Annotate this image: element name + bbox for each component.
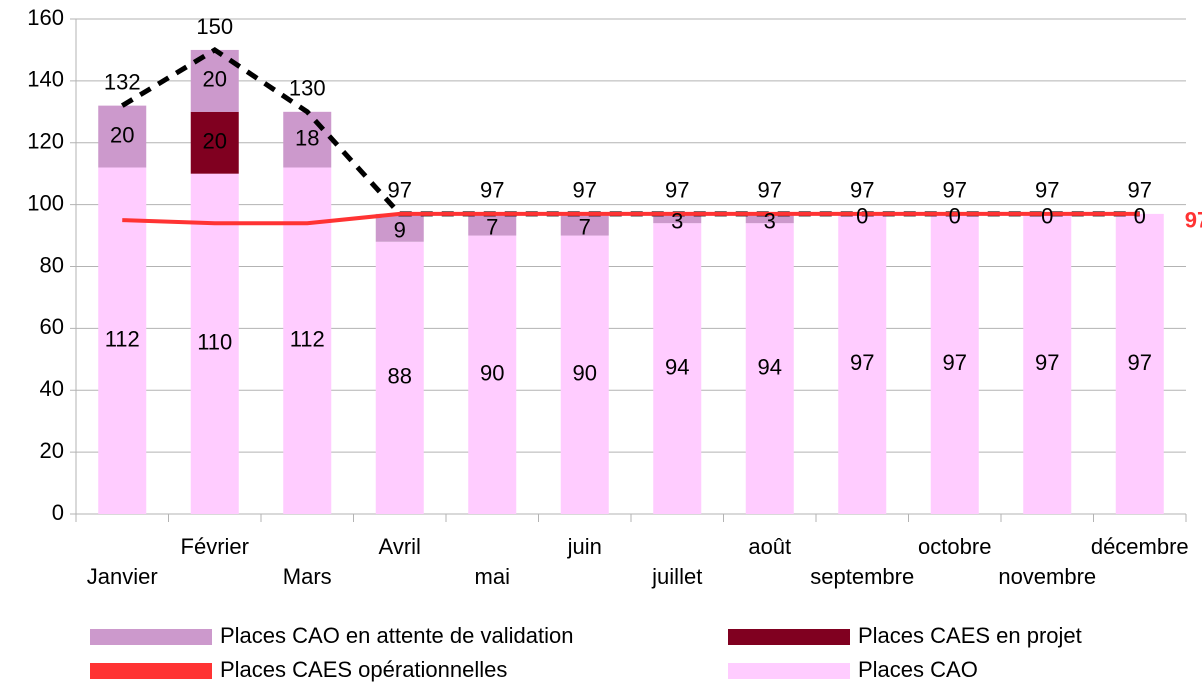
bar-label: 18 bbox=[295, 125, 319, 150]
bar-label: 112 bbox=[105, 327, 140, 352]
bar bbox=[1115, 213, 1164, 514]
y-tick-label: 120 bbox=[27, 129, 64, 154]
y-tick-label: 40 bbox=[40, 376, 64, 401]
line bbox=[120, 46, 1140, 217]
bar-label: 0 bbox=[856, 204, 868, 229]
legend-label: Places CAO en attente de validation bbox=[220, 623, 573, 648]
line-label: 97 bbox=[850, 178, 874, 203]
y-tick-label: 160 bbox=[27, 5, 64, 30]
line-label: 97 bbox=[665, 178, 689, 203]
bar-label: 0 bbox=[1041, 204, 1053, 229]
bar bbox=[838, 213, 887, 514]
bar bbox=[190, 111, 239, 174]
x-tick-label: août bbox=[748, 534, 791, 559]
line-label: 97 bbox=[758, 178, 782, 203]
bar-label: 90 bbox=[573, 361, 597, 386]
line-label: 97 bbox=[943, 178, 967, 203]
line-label: 97 bbox=[480, 178, 504, 203]
bar-label: 0 bbox=[949, 204, 961, 229]
y-tick-label: 80 bbox=[40, 252, 64, 277]
y-tick-label: 20 bbox=[40, 438, 64, 463]
bar bbox=[190, 173, 239, 514]
line bbox=[122, 211, 1140, 226]
bar-label: 7 bbox=[579, 215, 591, 240]
line-label: 97 bbox=[573, 178, 597, 203]
bar bbox=[468, 213, 517, 236]
bar-label: 94 bbox=[665, 354, 689, 379]
bar-label: 3 bbox=[764, 208, 776, 233]
line-label: 130 bbox=[289, 76, 326, 101]
bar bbox=[930, 213, 979, 514]
bar bbox=[560, 235, 609, 514]
line-label: 97 bbox=[1128, 178, 1152, 203]
bar bbox=[745, 213, 794, 224]
bar bbox=[745, 223, 794, 514]
bar bbox=[1023, 213, 1072, 514]
bar-label: 94 bbox=[758, 354, 782, 379]
bar-label: 3 bbox=[671, 208, 683, 233]
y-tick-label: 60 bbox=[40, 314, 64, 339]
bar-label: 20 bbox=[203, 67, 227, 92]
bar-label: 9 bbox=[394, 218, 406, 243]
bar-label: 97 bbox=[1035, 350, 1059, 375]
line-end-label: 97 bbox=[1185, 208, 1202, 233]
x-tick-label: octobre bbox=[918, 534, 991, 559]
bar-label: 0 bbox=[1134, 204, 1146, 229]
bar-label: 20 bbox=[110, 122, 134, 147]
bar-label: 90 bbox=[480, 361, 504, 386]
x-tick-label: mai bbox=[475, 564, 510, 589]
x-tick-label: novembre bbox=[998, 564, 1096, 589]
legend-label: Places CAES en projet bbox=[858, 623, 1082, 648]
legend-swatch bbox=[728, 663, 850, 679]
bar bbox=[375, 241, 424, 514]
bar-label: 88 bbox=[388, 364, 412, 389]
legend-swatch bbox=[728, 629, 850, 645]
bar bbox=[375, 213, 424, 242]
y-tick-label: 100 bbox=[27, 190, 64, 215]
bar bbox=[98, 167, 147, 514]
legend-swatch bbox=[90, 663, 212, 679]
y-tick-label: 140 bbox=[27, 67, 64, 92]
bar bbox=[560, 213, 609, 236]
bar-label: 7 bbox=[486, 215, 498, 240]
legend-label: Places CAES opérationnelles bbox=[220, 657, 507, 682]
x-tick-label: Mars bbox=[283, 564, 332, 589]
x-tick-label: septembre bbox=[810, 564, 914, 589]
x-tick-label: juillet bbox=[651, 564, 702, 589]
y-tick-label: 0 bbox=[52, 500, 64, 525]
legend-swatch bbox=[90, 629, 212, 645]
x-tick-label: Janvier bbox=[87, 564, 158, 589]
line-label: 150 bbox=[196, 14, 233, 39]
bar bbox=[98, 105, 147, 168]
bar-label: 110 bbox=[197, 330, 232, 355]
bar bbox=[283, 111, 332, 168]
bar bbox=[283, 167, 332, 514]
x-tick-label: juin bbox=[567, 534, 602, 559]
x-tick-label: Février bbox=[181, 534, 249, 559]
bar bbox=[468, 235, 517, 514]
bar-label: 112 bbox=[290, 327, 325, 352]
line-label: 97 bbox=[388, 178, 412, 203]
line-label: 132 bbox=[104, 69, 141, 94]
legend-label: Places CAO bbox=[858, 657, 978, 682]
line-label: 97 bbox=[1035, 178, 1059, 203]
bar bbox=[653, 213, 702, 224]
bar-label: 20 bbox=[203, 129, 227, 154]
bar bbox=[653, 223, 702, 514]
bar-label: 97 bbox=[943, 350, 967, 375]
bar-label: 97 bbox=[1128, 350, 1152, 375]
x-tick-label: Avril bbox=[379, 534, 421, 559]
x-tick-label: décembre bbox=[1091, 534, 1189, 559]
bar-label: 97 bbox=[850, 350, 874, 375]
